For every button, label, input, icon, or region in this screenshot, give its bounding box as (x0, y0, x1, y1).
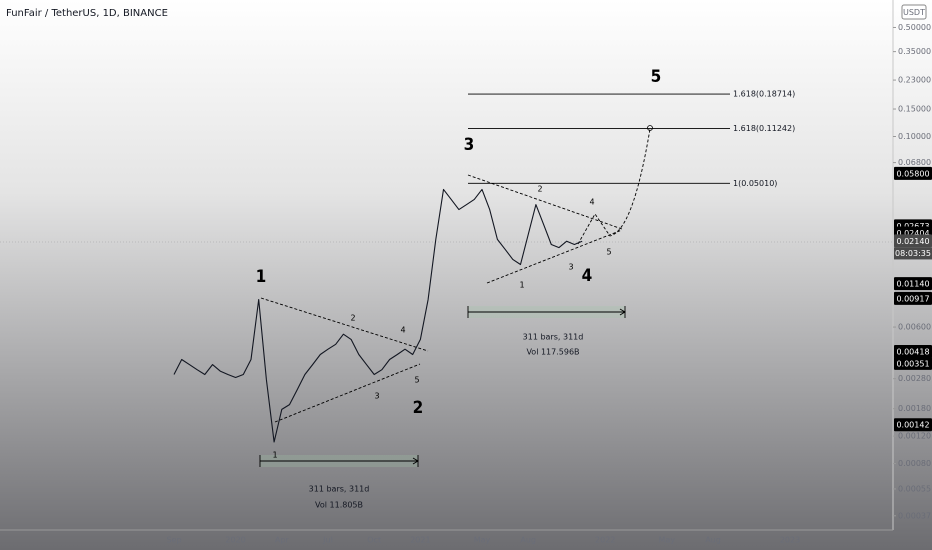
wave-label: 2 (537, 185, 542, 194)
range-volume: Vol 117.596B (526, 348, 579, 357)
wave-label: 5 (651, 67, 662, 87)
price-badge (894, 234, 932, 248)
trendline (260, 297, 429, 352)
y-tick-label: 0.00080 (898, 459, 931, 468)
x-tick-label: Apr (275, 536, 290, 545)
price-badge-label: 0.02404 (896, 229, 929, 238)
range-measure (259, 455, 419, 467)
x-tick-label: Sep (166, 536, 181, 545)
price-badge (894, 277, 932, 291)
countdown: 08:03:35 (895, 249, 931, 258)
trendline (467, 174, 623, 230)
wave-label: 5 (414, 376, 419, 385)
trendline (274, 363, 421, 423)
y-tick-label: 0.23000 (898, 76, 931, 85)
range-bars: 311 bars, 311d (523, 333, 584, 342)
price-badge (894, 345, 932, 359)
price-badge (894, 166, 932, 180)
y-tick-label: 0.35000 (898, 47, 931, 56)
y-tick-label: 0.00280 (898, 374, 931, 383)
price-badge-label: 0.00351 (896, 359, 929, 368)
y-tick-label: 0.50000 (898, 23, 931, 32)
wave-label: 4 (400, 326, 405, 335)
fib-label: 1(0.05010) (733, 179, 777, 188)
y-tick-label: 0.06800 (898, 158, 931, 167)
target-point (647, 125, 653, 131)
price-badge (894, 418, 932, 432)
range-measure (467, 306, 626, 318)
price-line (173, 188, 583, 443)
wave-label: 4 (582, 266, 593, 286)
price-badge (894, 291, 932, 305)
x-tick-label: Aug (705, 536, 721, 545)
y-tick-label: 0.15000 (898, 105, 931, 114)
price-badge-label: 0.02673 (896, 222, 929, 231)
price-badge-label: 0.01140 (896, 280, 929, 289)
currency-box[interactable] (901, 4, 927, 20)
wave-label: 1 (256, 267, 267, 287)
wave-label: 3 (464, 135, 475, 155)
x-tick-label: 2022 (595, 536, 615, 545)
y-tick-label: 0.10000 (898, 132, 931, 141)
range-volume: Vol 11.805B (315, 501, 363, 510)
wave-label: 2 (413, 398, 424, 418)
projection (577, 128, 651, 245)
x-tick-label: 2020 (225, 536, 245, 545)
fib-label: 1.618(0.11242) (733, 124, 795, 133)
currency-label[interactable]: USDT (903, 8, 925, 17)
price-badge-label: 0.00917 (896, 294, 929, 303)
price-badge-label: 0.05800 (896, 169, 929, 178)
x-tick-label: 2021 (410, 536, 430, 545)
price-badge (894, 356, 932, 370)
y-tick-label: 0.00055 (898, 484, 931, 493)
wave-label: 5 (606, 248, 611, 257)
countdown-badge (894, 247, 932, 260)
wave-label: 3 (568, 263, 573, 272)
price-badge-label: 0.00418 (896, 348, 929, 357)
range-bars: 311 bars, 311d (309, 485, 370, 494)
wave-label: 2 (350, 314, 355, 323)
wave-label: 1 (272, 451, 277, 460)
trendline (486, 229, 623, 284)
x-tick-label: Aug (520, 536, 536, 545)
wave-label: 1 (519, 281, 524, 290)
x-tick-label: Jul (322, 536, 333, 545)
x-tick-label: 2023 (780, 536, 800, 545)
wave-label: 4 (589, 198, 594, 207)
y-tick-label: 0.00037 (898, 511, 931, 520)
x-tick-label: Oct (367, 536, 381, 545)
x-tick-label: May (659, 536, 676, 545)
y-tick-label: 0.00180 (898, 404, 931, 413)
wave-label: 3 (374, 392, 379, 401)
y-tick-label: 0.00600 (898, 323, 931, 332)
fib-label: 1.618(0.18714) (733, 90, 795, 99)
y-tick-label: 0.00120 (898, 432, 931, 441)
price-badge-label: 0.02140 (896, 237, 929, 246)
chart-title: FunFair / TetherUS, 1D, BINANCE (6, 8, 168, 19)
x-tick-label: May (474, 536, 491, 545)
price-badge-label: 0.00142 (896, 421, 929, 430)
